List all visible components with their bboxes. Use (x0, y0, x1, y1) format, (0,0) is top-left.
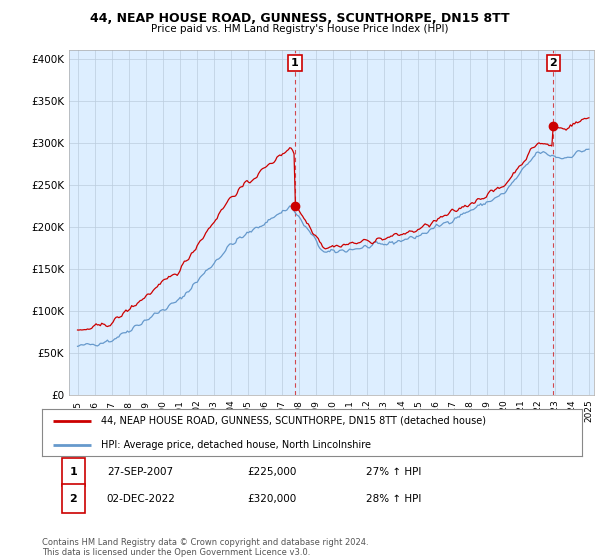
Text: Price paid vs. HM Land Registry's House Price Index (HPI): Price paid vs. HM Land Registry's House … (151, 24, 449, 34)
Text: 44, NEAP HOUSE ROAD, GUNNESS, SCUNTHORPE, DN15 8TT: 44, NEAP HOUSE ROAD, GUNNESS, SCUNTHORPE… (90, 12, 510, 25)
FancyBboxPatch shape (62, 458, 85, 486)
Text: Contains HM Land Registry data © Crown copyright and database right 2024.
This d: Contains HM Land Registry data © Crown c… (42, 538, 368, 557)
Text: 44, NEAP HOUSE ROAD, GUNNESS, SCUNTHORPE, DN15 8TT (detached house): 44, NEAP HOUSE ROAD, GUNNESS, SCUNTHORPE… (101, 416, 487, 426)
Text: 02-DEC-2022: 02-DEC-2022 (107, 493, 176, 503)
Text: 2: 2 (70, 493, 77, 503)
Text: £225,000: £225,000 (247, 467, 296, 477)
Text: 28% ↑ HPI: 28% ↑ HPI (366, 493, 421, 503)
Text: 27-SEP-2007: 27-SEP-2007 (107, 467, 173, 477)
Text: £320,000: £320,000 (247, 493, 296, 503)
Text: 1: 1 (291, 58, 299, 68)
Text: 1: 1 (70, 467, 77, 477)
Text: 27% ↑ HPI: 27% ↑ HPI (366, 467, 421, 477)
Text: 2: 2 (550, 58, 557, 68)
Text: HPI: Average price, detached house, North Lincolnshire: HPI: Average price, detached house, Nort… (101, 440, 371, 450)
FancyBboxPatch shape (62, 484, 85, 512)
